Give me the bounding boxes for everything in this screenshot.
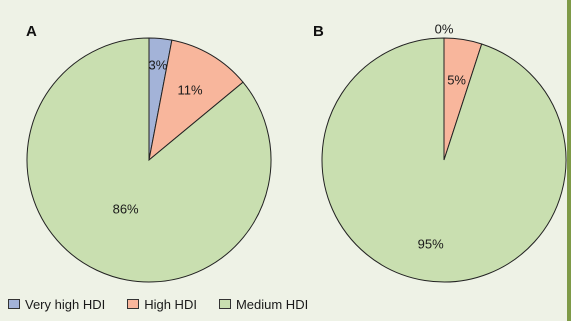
pie-slice-medium-hdi xyxy=(321,37,567,283)
legend-item-medium-hdi: Medium HDI xyxy=(218,296,309,312)
slice-label-medium-hdi: 86% xyxy=(113,202,139,217)
slice-label-high-hdi: 5% xyxy=(447,72,466,87)
legend-swatch-medium-hdi xyxy=(218,299,231,309)
legend-item-very-high-hdi: Very high HDI xyxy=(8,297,105,312)
legend-item-high-hdi: High HDI xyxy=(127,297,197,312)
panel-letter-a: A xyxy=(26,23,37,40)
slice-label-high-hdi: 11% xyxy=(177,83,202,98)
pie-panel-a: 3% 11% 86% A xyxy=(26,23,272,283)
pie-slice-medium-hdi xyxy=(26,37,272,283)
pie-panel-b: 0% 5% 95% B xyxy=(313,21,567,283)
panel-letter-b: B xyxy=(313,23,324,40)
slice-label-very-high-hdi: 0% xyxy=(435,21,454,36)
legend-label-medium-hdi: Medium HDI xyxy=(235,296,309,312)
slice-label-medium-hdi: 95% xyxy=(418,236,444,251)
slice-label-very-high-hdi: 3% xyxy=(149,57,168,72)
pie-slice-high-hdi xyxy=(148,39,244,162)
legend: Very high HDI High HDI Medium HDI xyxy=(8,294,330,314)
legend-swatch-high-hdi xyxy=(127,299,140,309)
legend-label-high-hdi: High HDI xyxy=(144,296,197,312)
legend-swatch-very-high-hdi xyxy=(8,299,20,309)
legend-label-very-high-hdi: Very high HDI xyxy=(25,296,106,312)
